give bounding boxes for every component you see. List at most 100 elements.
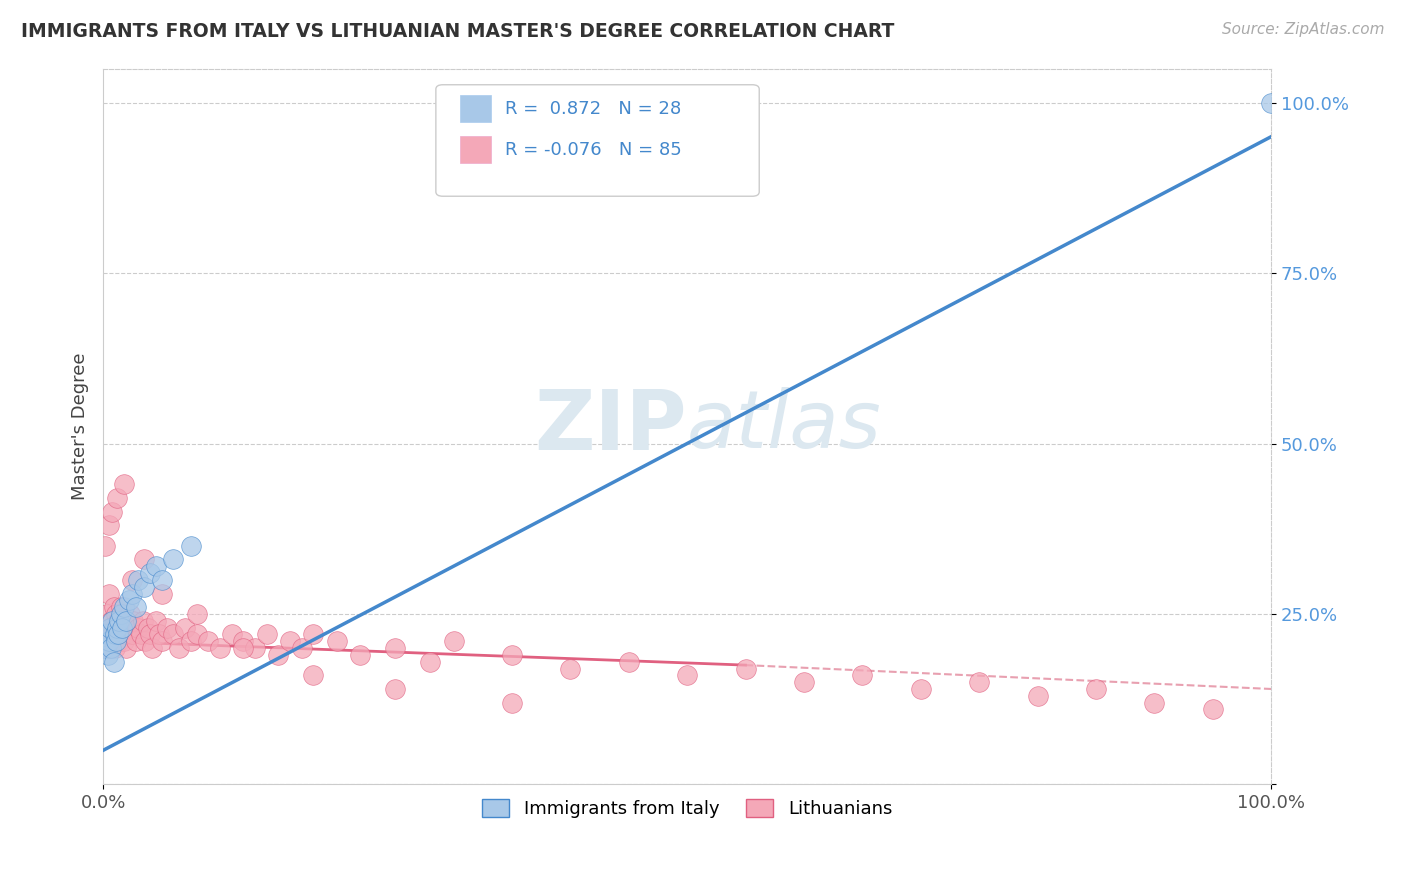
Point (221, 627, 243, 641)
Point (98, 621, 121, 635)
Point (115, 641, 138, 656)
Point (150, 586, 173, 600)
Point (127, 573, 149, 587)
Point (108, 634, 131, 648)
Y-axis label: Master's Degree: Master's Degree (72, 352, 89, 500)
Point (127, 621, 149, 635)
Point (110, 600, 132, 615)
Point (100, 641, 122, 656)
Point (112, 634, 135, 648)
Point (94, 641, 117, 656)
Point (793, 675, 815, 690)
Point (101, 505, 124, 519)
Text: atlas: atlas (688, 387, 882, 466)
Point (110, 621, 132, 635)
Point (419, 655, 441, 669)
Point (186, 607, 208, 621)
Point (349, 648, 371, 662)
Point (173, 621, 195, 635)
Point (1202, 702, 1225, 716)
Point (139, 627, 162, 641)
Point (384, 641, 406, 656)
Point (129, 627, 152, 641)
Point (132, 580, 155, 594)
Point (118, 607, 141, 621)
Point (134, 634, 156, 648)
Point (111, 621, 134, 635)
Point (851, 668, 873, 682)
Point (148, 627, 170, 641)
Point (734, 661, 756, 675)
Point (100, 614, 122, 628)
Point (617, 655, 640, 669)
Point (150, 634, 173, 648)
Point (267, 648, 290, 662)
Point (115, 614, 138, 628)
Point (232, 641, 254, 656)
Point (180, 634, 202, 648)
Point (104, 607, 127, 621)
Point (132, 614, 155, 628)
Point (97, 641, 120, 656)
Point (145, 614, 167, 628)
Point (105, 621, 128, 635)
Point (97, 648, 120, 662)
Point (197, 634, 219, 648)
Point (167, 641, 190, 656)
Point (162, 627, 184, 641)
Point (111, 607, 134, 621)
Point (967, 675, 990, 690)
Point (150, 573, 173, 587)
Point (560, 661, 582, 675)
Point (325, 634, 347, 648)
Point (1260, 95, 1282, 110)
Point (1026, 689, 1049, 703)
Point (98, 586, 121, 600)
Point (443, 634, 465, 648)
Point (501, 696, 523, 710)
Point (384, 681, 406, 696)
Point (121, 586, 143, 600)
Point (232, 634, 254, 648)
Point (94, 627, 117, 641)
Text: R =  0.872   N = 28: R = 0.872 N = 28 (505, 100, 681, 118)
Point (98, 518, 121, 533)
Point (101, 614, 124, 628)
Point (121, 573, 143, 587)
Point (139, 566, 162, 580)
Point (180, 539, 202, 553)
Point (910, 681, 932, 696)
Point (112, 600, 135, 615)
Point (243, 641, 266, 656)
Point (114, 614, 136, 628)
Point (104, 634, 127, 648)
Point (208, 641, 231, 656)
Point (98, 621, 121, 635)
Point (125, 600, 148, 615)
Point (98, 634, 121, 648)
Point (104, 627, 127, 641)
Legend: Immigrants from Italy, Lithuanians: Immigrants from Italy, Lithuanians (475, 792, 900, 825)
Point (1143, 696, 1166, 710)
Point (132, 552, 155, 566)
Point (96, 627, 118, 641)
Point (501, 648, 523, 662)
Text: R = -0.076   N = 85: R = -0.076 N = 85 (505, 141, 682, 159)
Point (302, 627, 325, 641)
Point (105, 627, 128, 641)
Point (1084, 681, 1107, 696)
Text: IMMIGRANTS FROM ITALY VS LITHUANIAN MASTER'S DEGREE CORRELATION CHART: IMMIGRANTS FROM ITALY VS LITHUANIAN MAST… (21, 22, 894, 41)
Text: ZIP: ZIP (534, 386, 688, 467)
Point (96, 607, 118, 621)
Point (104, 641, 127, 656)
Point (105, 491, 128, 505)
Point (110, 607, 132, 621)
Point (111, 627, 134, 641)
Point (108, 614, 131, 628)
Point (145, 559, 167, 574)
Point (302, 668, 325, 682)
Point (121, 627, 143, 641)
Point (104, 621, 127, 635)
Point (291, 641, 314, 656)
Point (115, 627, 138, 641)
